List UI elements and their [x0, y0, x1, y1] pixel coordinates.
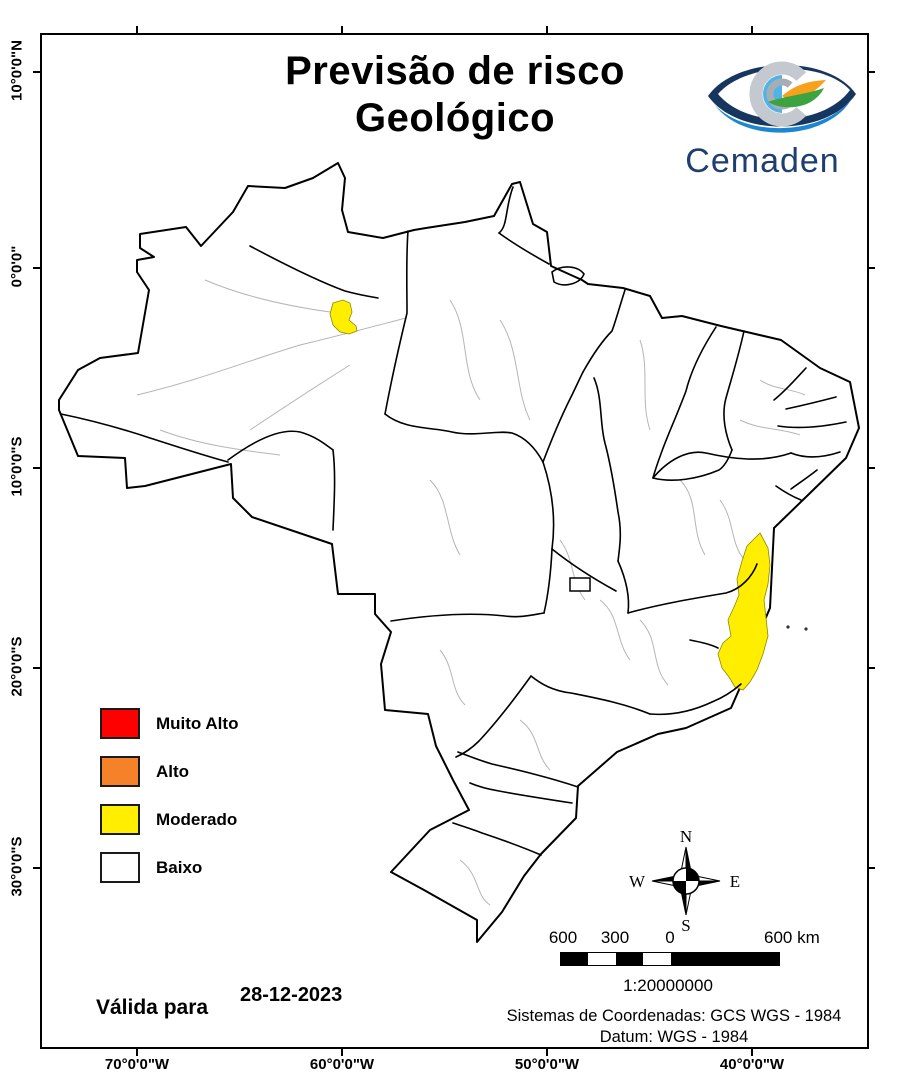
tick-top-70w: [136, 26, 138, 34]
tick-right-10s: [867, 467, 875, 469]
scalebar-label-600km: 600 km: [764, 928, 820, 947]
legend-item-moderado: Moderado: [100, 804, 238, 835]
lon-label-70w: 70°0'0"W: [104, 1056, 170, 1073]
tick-right-20s: [867, 667, 875, 669]
cemaden-logo-text: Cemaden: [685, 142, 840, 180]
coordinate-system-line2: Datum: WGS - 1984: [599, 1028, 749, 1046]
tick-top-60w: [341, 26, 343, 34]
legend-item-baixo: Baixo: [100, 852, 238, 883]
scalebar-label-0: 0: [665, 928, 675, 947]
scale-segment: [588, 953, 616, 965]
coordinate-system-note: Sistemas de Coordenadas: GCS WGS - 1984 …: [478, 1006, 870, 1048]
tick-left-10n: [33, 71, 41, 73]
scale-bar: [560, 952, 780, 966]
scalebar-label-300: 300: [600, 928, 630, 947]
compass-w-label: W: [629, 872, 646, 891]
tick-left-30s: [33, 867, 41, 869]
validity-label: Válida para: [96, 996, 209, 1019]
legend-swatch-baixo: [100, 852, 140, 883]
legend-label-baixo: Baixo: [156, 857, 203, 877]
legend-item-alto: Alto: [100, 756, 238, 787]
lon-label-40w: 40°0'0"W: [719, 1056, 785, 1073]
state-borders: [60, 186, 847, 856]
compass-e-label: E: [730, 872, 740, 891]
page-title-line1: Previsão de risco: [285, 49, 625, 93]
risk-region-north-amazonas: [329, 299, 358, 335]
scale-segment: [561, 953, 588, 965]
page-title-line2: Geológico: [354, 96, 556, 140]
tick-left-10s: [33, 467, 41, 469]
tick-left-0: [33, 267, 41, 269]
municipal-borders: [136, 279, 806, 906]
legend-swatch-muito-alto: [100, 708, 140, 739]
scalebar-label-600-left: 600: [548, 928, 578, 947]
compass-n-label: N: [680, 827, 692, 846]
legend-label-muito-alto: Muito Alto: [156, 713, 239, 733]
legend-swatch-alto: [100, 756, 140, 787]
legend-label-alto: Alto: [156, 761, 190, 781]
compass-s-label: S: [681, 916, 690, 935]
legend-label-moderado: Moderado: [156, 809, 238, 829]
compass-rose-icon: N S W E: [629, 827, 740, 935]
page-title: Previsão de risco Geológico: [150, 48, 760, 142]
tick-bottom-70w: [136, 1048, 138, 1056]
lon-label-60w: 60°0'0"W: [309, 1056, 375, 1073]
risk-region-east-coast: [717, 532, 771, 691]
scale-ratio: 1:20000000: [623, 976, 713, 995]
lon-label-50w: 50°0'0"W: [514, 1056, 580, 1073]
tick-bottom-60w: [341, 1048, 343, 1056]
tick-top-40w: [751, 26, 753, 34]
scale-segment: [671, 953, 779, 965]
tick-right-0: [867, 267, 875, 269]
distrito-federal: [569, 577, 591, 592]
legend-item-muito-alto: Muito Alto: [100, 708, 238, 739]
risk-region-moderado-group: [329, 299, 771, 691]
tick-left-20s: [33, 667, 41, 669]
coordinate-system-line1: Sistemas de Coordenadas: GCS WGS - 1984: [506, 1007, 842, 1025]
validity-date: 28-12-2023: [240, 984, 343, 1006]
tick-top-50w: [546, 26, 548, 34]
coastal-islet: [786, 625, 790, 629]
risk-legend: Muito Alto Alto Moderado Baixo: [100, 708, 238, 900]
cemaden-eye-icon: [708, 61, 856, 133]
legend-swatch-moderado: [100, 804, 140, 835]
tick-right-30s: [867, 867, 875, 869]
tick-bottom-50w: [546, 1048, 548, 1056]
coastal-islet: [804, 627, 808, 631]
scale-segment: [643, 953, 671, 965]
tick-right-10n: [867, 71, 875, 73]
tick-bottom-40w: [751, 1048, 753, 1056]
scale-segment: [616, 953, 643, 965]
map-frame: [40, 33, 869, 1049]
